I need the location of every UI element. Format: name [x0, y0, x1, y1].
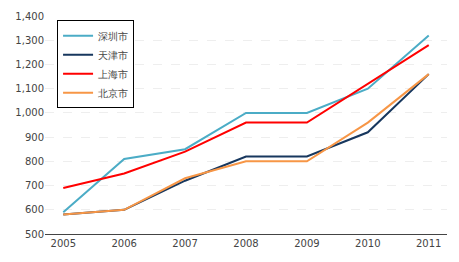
svg-text:2005: 2005: [51, 238, 76, 249]
svg-text:1,400: 1,400: [15, 11, 44, 22]
svg-text:1,200: 1,200: [15, 59, 44, 70]
svg-text:1,000: 1,000: [15, 107, 44, 118]
svg-text:2008: 2008: [233, 238, 258, 249]
svg-text:1,300: 1,300: [15, 35, 44, 46]
svg-text:1,100: 1,100: [15, 83, 44, 94]
svg-text:800: 800: [25, 156, 44, 167]
svg-text:深圳市: 深圳市: [98, 31, 128, 42]
svg-text:2010: 2010: [355, 238, 380, 249]
svg-text:2011: 2011: [416, 238, 441, 249]
svg-text:2009: 2009: [294, 238, 319, 249]
svg-text:北京市: 北京市: [98, 88, 128, 99]
svg-text:2007: 2007: [172, 238, 197, 249]
svg-text:500: 500: [25, 229, 44, 240]
svg-text:2006: 2006: [111, 238, 136, 249]
svg-text:700: 700: [25, 180, 44, 191]
svg-text:900: 900: [25, 132, 44, 143]
svg-text:上海市: 上海市: [98, 69, 128, 80]
svg-text:天津市: 天津市: [98, 50, 128, 61]
svg-text:600: 600: [25, 204, 44, 215]
